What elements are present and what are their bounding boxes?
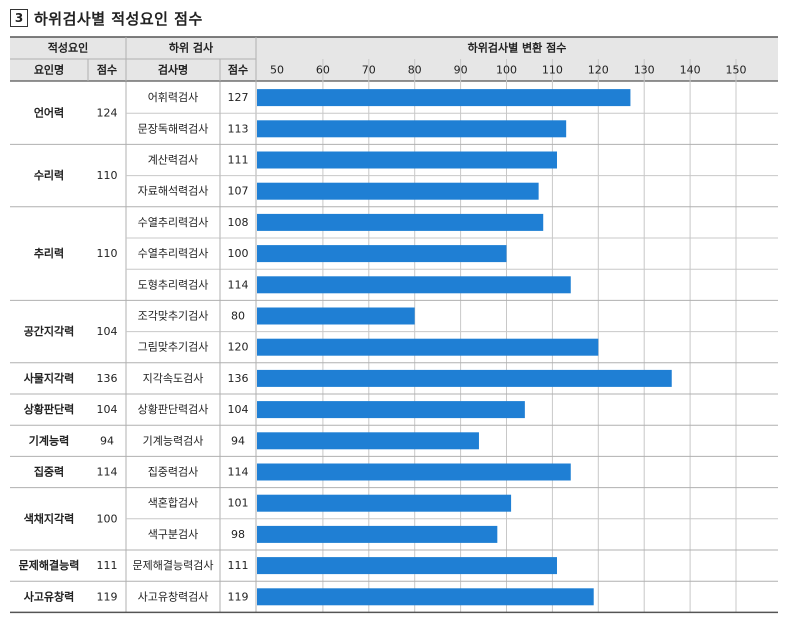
bar — [257, 213, 544, 231]
subtest-score: 108 — [228, 216, 249, 229]
header-factor-score: 점수 — [97, 63, 117, 77]
header-subtest-group: 하위 검사 — [169, 41, 214, 55]
header-factor-group: 적성요인 — [48, 41, 88, 55]
subtest-name: 그림맞추기검사 — [138, 341, 209, 354]
x-tick-label: 70 — [362, 64, 376, 77]
bar — [257, 432, 479, 450]
subtest-score: 98 — [231, 528, 245, 541]
subtest-score: 80 — [231, 310, 245, 323]
subtest-name: 집중력검사 — [148, 466, 199, 479]
factor-score: 104 — [97, 325, 118, 338]
x-tick-label: 110 — [542, 64, 563, 77]
factor-score: 124 — [97, 107, 118, 120]
factor-name: 색채지각력 — [24, 511, 75, 525]
subtest-score: 107 — [228, 185, 249, 198]
factor-score: 111 — [97, 559, 118, 572]
factor-name: 상황판단력 — [24, 402, 75, 416]
x-tick-label: 150 — [726, 64, 747, 77]
section-number: 3 — [10, 9, 28, 27]
x-tick-label: 50 — [270, 64, 284, 77]
subtest-name: 도형추리력검사 — [138, 278, 209, 291]
subtest-score: 119 — [228, 590, 249, 603]
subtest-name: 어휘력검사 — [148, 91, 199, 104]
bar — [257, 557, 557, 575]
bar — [257, 307, 415, 325]
subtest-name: 수열추리력검사 — [138, 216, 209, 229]
x-tick-label: 60 — [316, 64, 330, 77]
subtest-score: 113 — [228, 122, 249, 135]
subtest-name: 자료해석력검사 — [138, 184, 209, 198]
factor-score: 114 — [97, 466, 118, 479]
bar — [257, 120, 567, 138]
x-tick-label: 120 — [588, 64, 609, 77]
bar — [257, 463, 571, 481]
factor-name: 사고유창력 — [24, 589, 75, 603]
factor-name: 기계능력 — [29, 433, 69, 447]
subtest-score: 101 — [228, 497, 249, 510]
subtest-score: 94 — [231, 434, 245, 447]
subtest-score: 136 — [228, 372, 249, 385]
factor-score: 110 — [97, 247, 118, 260]
subtest-name: 수열추리력검사 — [138, 247, 209, 260]
factor-score: 136 — [97, 372, 118, 385]
subtest-name: 색구분검사 — [148, 528, 199, 541]
bar — [257, 588, 594, 606]
header-subtest-name: 검사명 — [158, 63, 188, 77]
factor-name: 언어력 — [34, 106, 64, 120]
bar — [257, 525, 498, 543]
subtest-score: 114 — [228, 278, 249, 291]
x-tick-label: 100 — [496, 64, 517, 77]
bar — [257, 276, 571, 294]
factor-score: 104 — [97, 403, 118, 416]
factor-name: 수리력 — [34, 168, 64, 182]
bar — [257, 401, 525, 419]
header-chart-group: 하위검사별 변환 점수 — [468, 41, 567, 55]
factor-score: 94 — [100, 434, 114, 447]
factor-score: 119 — [97, 590, 118, 603]
x-tick-label: 130 — [634, 64, 655, 77]
subtest-score: 104 — [228, 403, 249, 416]
subtest-name: 문제해결능력검사 — [133, 558, 214, 572]
subtest-name: 기계능력검사 — [143, 434, 204, 447]
bar — [257, 338, 599, 356]
subtest-name: 사고유창력검사 — [138, 590, 209, 603]
factor-name: 추리력 — [34, 246, 64, 260]
subtest-name: 조각맞추기검사 — [138, 310, 209, 323]
bar — [257, 182, 539, 200]
x-tick-label: 80 — [408, 64, 422, 77]
factor-score: 110 — [97, 169, 118, 182]
subtest-score: 111 — [228, 154, 249, 167]
subtest-score: 114 — [228, 466, 249, 479]
bar — [257, 89, 631, 107]
factor-name: 사물지각력 — [24, 371, 75, 385]
x-tick-label: 140 — [680, 64, 701, 77]
factor-name: 문제해결능력 — [19, 558, 80, 572]
header-subtest-score: 점수 — [228, 63, 248, 77]
subtest-score: 111 — [228, 559, 249, 572]
subtest-score: 127 — [228, 91, 249, 104]
bar — [257, 369, 672, 387]
section-title-text: 하위검사별 적성요인 점수 — [34, 9, 203, 28]
factor-name: 집중력 — [34, 465, 64, 479]
factor-name: 공간지각력 — [24, 324, 75, 338]
subtest-name: 계산력검사 — [148, 154, 199, 167]
subtest-score: 100 — [228, 247, 249, 260]
header-factor-name: 요인명 — [34, 63, 64, 77]
subtest-name: 문장독해력검사 — [138, 121, 209, 135]
bar — [257, 494, 512, 512]
x-tick-label: 90 — [454, 64, 468, 77]
subtest-name: 색혼합검사 — [148, 497, 199, 510]
bar — [257, 245, 507, 263]
bar — [257, 151, 557, 169]
section-title: 3 하위검사별 적성요인 점수 — [10, 7, 203, 29]
factor-score: 100 — [97, 512, 118, 525]
subtest-name: 상황판단력검사 — [138, 403, 209, 416]
subtest-name: 지각속도검사 — [143, 372, 204, 385]
subtest-score: 120 — [228, 341, 249, 354]
